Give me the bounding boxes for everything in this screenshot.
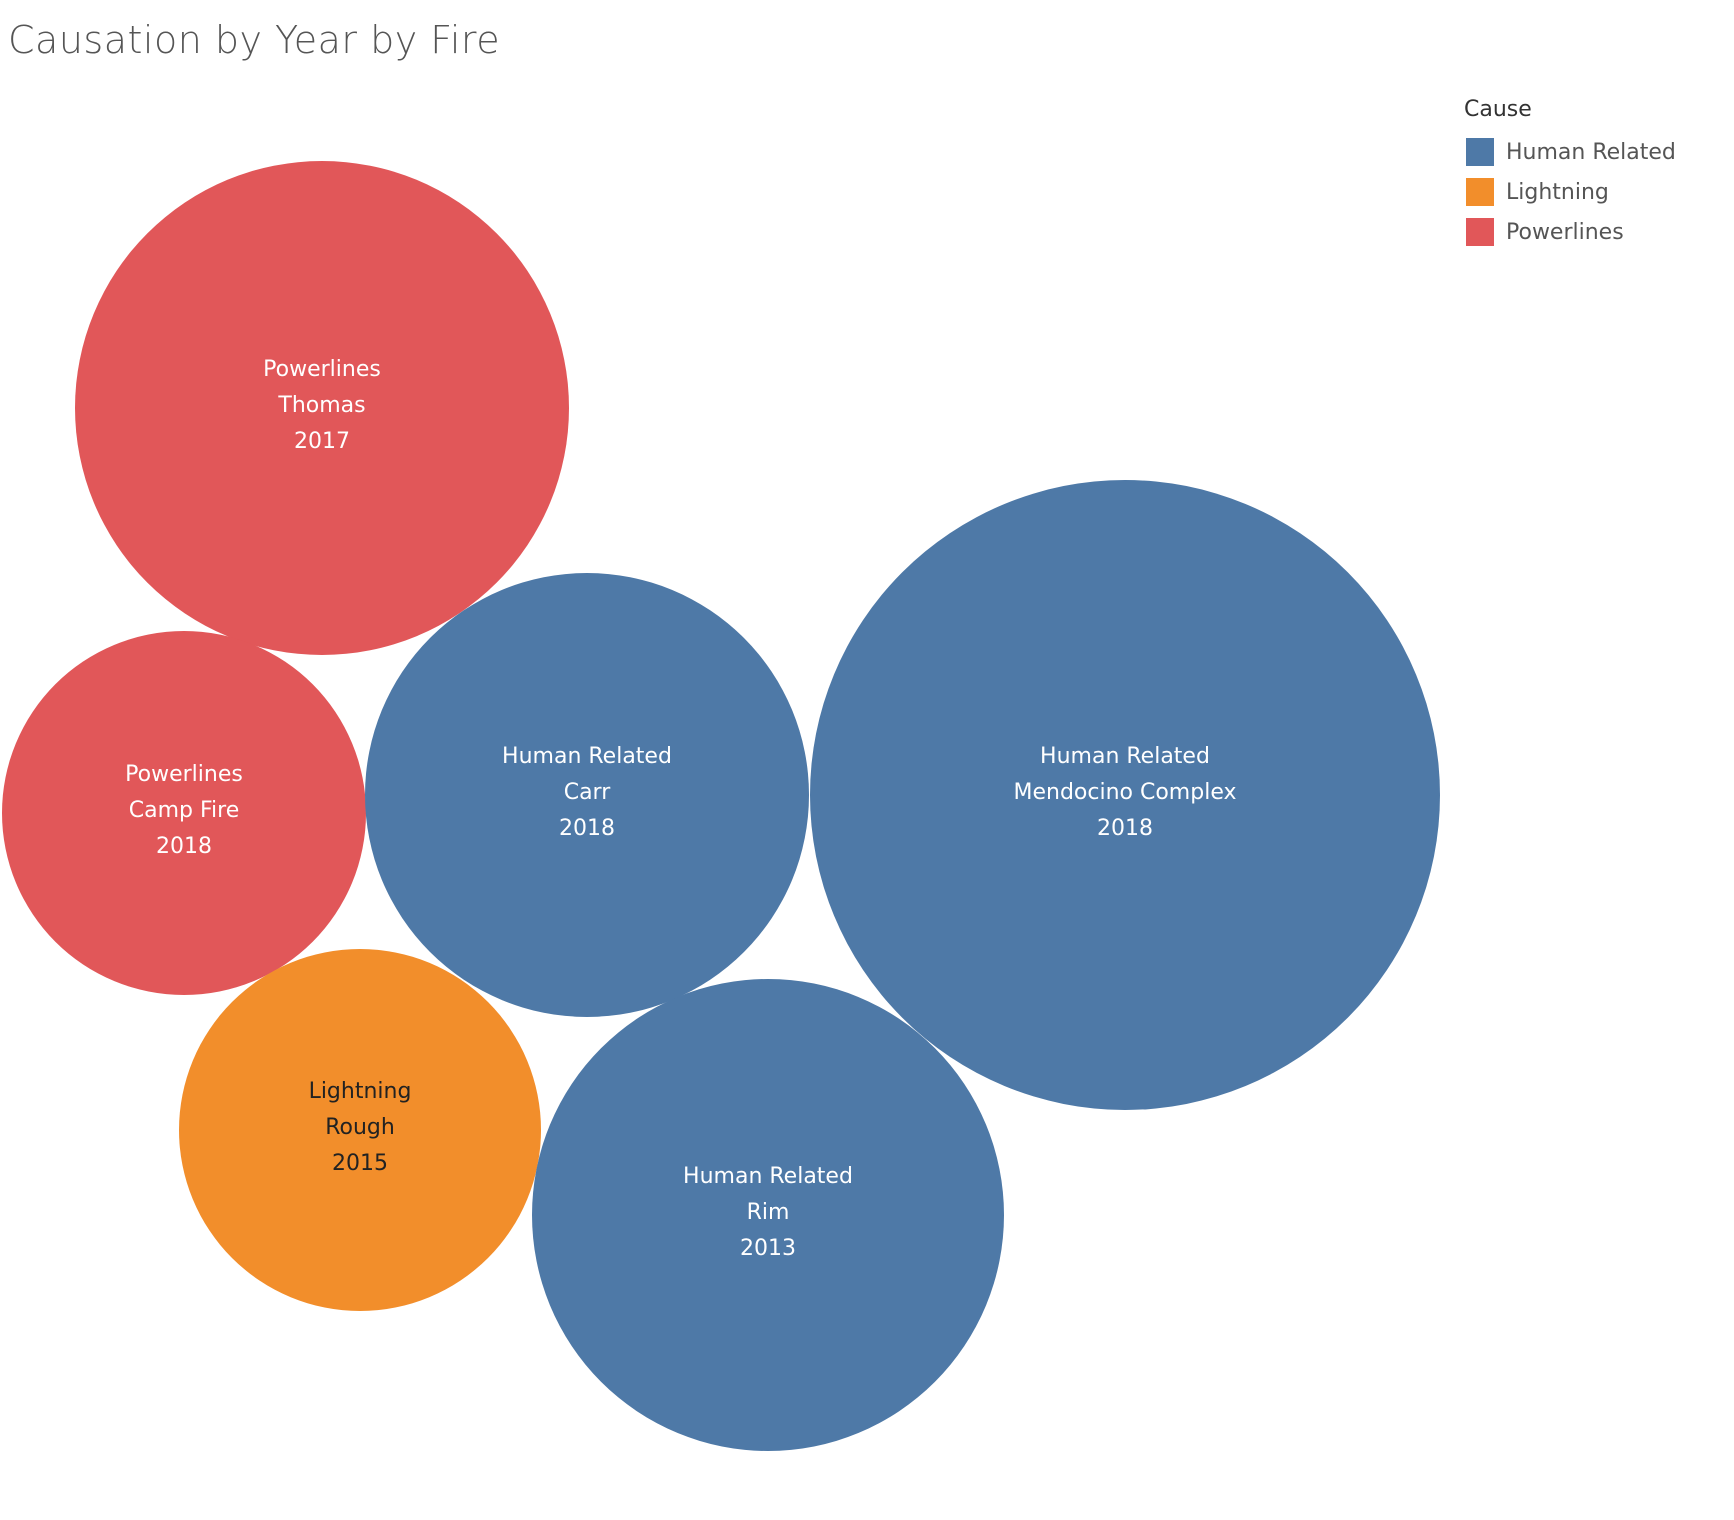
- bubble-cause-label: Lightning: [309, 1079, 412, 1104]
- bubble-circle[interactable]: [532, 979, 1004, 1451]
- bubble-fire-label: Mendocino Complex: [1014, 780, 1237, 805]
- bubble-thomas[interactable]: Powerlines Thomas 2017: [75, 161, 569, 655]
- bubble-cause-label: Human Related: [1040, 744, 1210, 769]
- bubble-year-label: 2018: [156, 834, 212, 859]
- legend-item-powerlines[interactable]: Powerlines: [1464, 212, 1724, 252]
- legend-item-human-related[interactable]: Human Related: [1464, 132, 1724, 172]
- bubble-rim[interactable]: Human Related Rim 2013: [532, 979, 1004, 1451]
- legend-swatch: [1466, 218, 1494, 246]
- bubble-circle[interactable]: [2, 631, 366, 995]
- bubble-circle[interactable]: [75, 161, 569, 655]
- bubble-cause-label: Human Related: [502, 744, 672, 769]
- bubble-camp-fire[interactable]: Powerlines Camp Fire 2018: [2, 631, 366, 995]
- legend-swatch: [1466, 138, 1494, 166]
- legend-title: Cause: [1464, 97, 1532, 122]
- bubble-circle[interactable]: [810, 480, 1440, 1110]
- legend-label: Lightning: [1506, 179, 1609, 205]
- bubble-mendocino-complex[interactable]: Human Related Mendocino Complex 2018: [810, 480, 1440, 1110]
- bubble-carr[interactable]: Human Related Carr 2018: [365, 573, 809, 1017]
- legend-label: Human Related: [1506, 139, 1676, 165]
- bubble-fire-label: Carr: [564, 780, 612, 805]
- legend-label: Powerlines: [1506, 219, 1624, 245]
- bubble-year-label: 2018: [1097, 816, 1153, 841]
- bubble-circle[interactable]: [365, 573, 809, 1017]
- bubble-year-label: 2017: [294, 429, 350, 454]
- bubble-cause-label: Human Related: [683, 1164, 853, 1189]
- legend-item-lightning[interactable]: Lightning: [1464, 172, 1724, 212]
- bubble-year-label: 2018: [559, 816, 615, 841]
- bubble-fire-label: Camp Fire: [129, 798, 240, 823]
- legend: Cause Human Related Lightning Powerlines: [1464, 96, 1724, 252]
- bubble-circle[interactable]: [179, 949, 541, 1311]
- bubble-cause-label: Powerlines: [263, 357, 381, 382]
- bubble-fire-label: Rough: [325, 1115, 395, 1140]
- bubble-fire-label: Thomas: [277, 393, 365, 418]
- bubble-fire-label: Rim: [747, 1200, 790, 1225]
- bubble-year-label: 2013: [740, 1236, 796, 1261]
- bubble-cause-label: Powerlines: [125, 762, 243, 787]
- legend-swatch: [1466, 178, 1494, 206]
- bubble-year-label: 2015: [332, 1151, 388, 1176]
- chart-title: Causation by Year by Fire: [8, 18, 501, 62]
- bubble-rough[interactable]: Lightning Rough 2015: [179, 949, 541, 1311]
